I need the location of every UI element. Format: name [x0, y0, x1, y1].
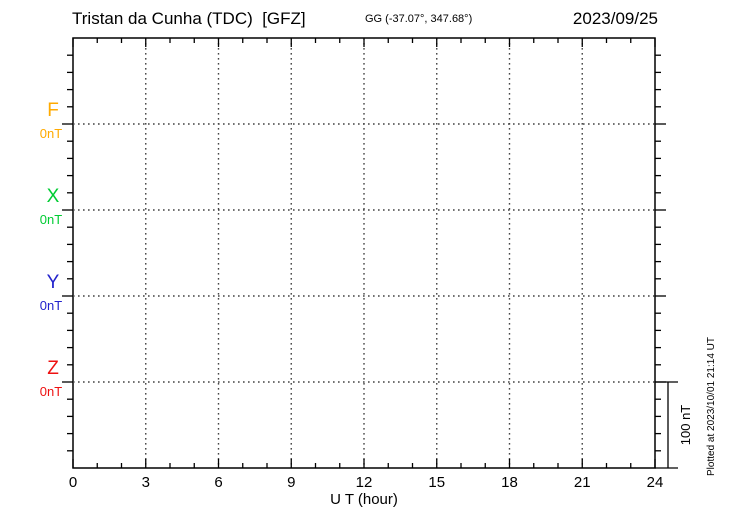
scale-bar-label: 100 nT: [678, 405, 693, 446]
component-baseline-value-Z: 0nT: [39, 384, 63, 399]
x-tick-label: 15: [428, 474, 446, 491]
x-tick-label: 6: [214, 474, 223, 491]
x-tick-label: 3: [141, 474, 150, 491]
x-tick-label: 24: [646, 474, 664, 491]
x-tick-label: 9: [287, 474, 296, 491]
x-tick-label: 18: [501, 474, 518, 491]
component-label-F: F: [47, 100, 59, 121]
plot-date: 2023/09/25: [572, 9, 658, 28]
geographic-coordinates: GG (-37.07°, 347.68°): [365, 13, 473, 25]
component-baseline-value-Y: 0nT: [39, 298, 63, 313]
component-label-X: X: [46, 186, 60, 207]
component-label-Y: Y: [46, 272, 60, 293]
component-label-Z: Z: [47, 358, 59, 379]
component-baseline-value-X: 0nT: [39, 212, 63, 227]
component-baseline-value-F: 0nT: [39, 126, 63, 141]
x-tick-label: 21: [573, 474, 591, 491]
plotted-at-note: Plotted at 2023/10/01 21:14 UT: [706, 337, 717, 476]
x-tick-label: 12: [355, 474, 373, 491]
station-title: Tristan da Cunha (TDC) [GFZ]: [72, 9, 306, 28]
x-tick-label: 0: [68, 474, 78, 491]
x-axis-label: U T (hour): [330, 491, 398, 508]
